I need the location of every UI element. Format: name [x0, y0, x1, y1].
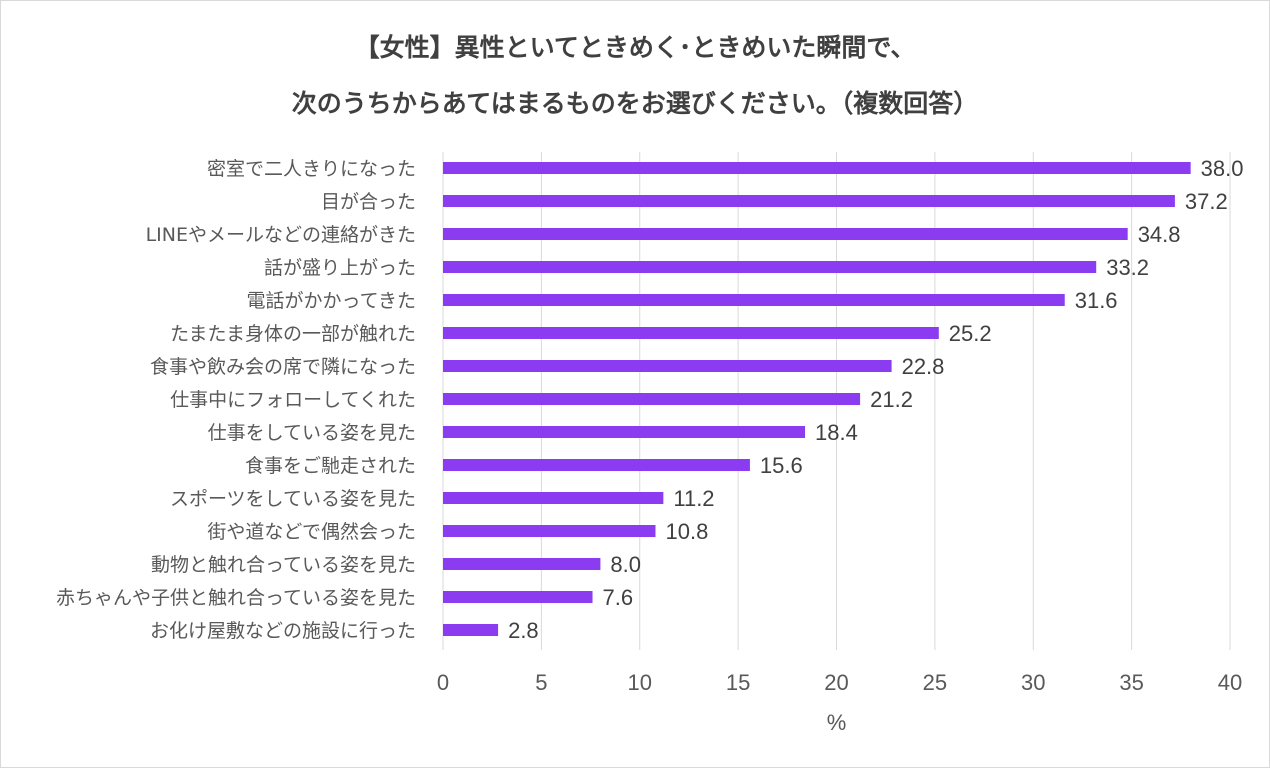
data-label: 8.0 [610, 552, 641, 577]
bar [443, 327, 939, 339]
data-label: 7.6 [603, 585, 634, 610]
category-label: お化け屋敷などの施設に行った [150, 620, 416, 642]
x-axis-title: % [827, 710, 847, 735]
category-label: 目が合った [321, 191, 416, 213]
bar [443, 459, 750, 471]
bar [443, 426, 806, 438]
data-label: 33.2 [1106, 255, 1149, 280]
data-label: 18.4 [815, 420, 858, 445]
x-tick-label: 15 [726, 670, 750, 695]
chart-title-line-2: 次のうちからあてはまるものをお選びください。（複数回答） [291, 89, 979, 118]
bar [443, 360, 892, 372]
x-tick-label: 25 [923, 670, 947, 695]
category-label: 話が盛り上がった [264, 257, 416, 279]
category-label: 食事や飲み会の席で隣になった [150, 356, 416, 378]
category-label: 動物と触れ合っている姿を見た [151, 554, 416, 576]
bar [443, 624, 499, 636]
x-tick-label: 20 [824, 670, 848, 695]
bar [443, 228, 1128, 240]
chart-title-line-1: 【女性】異性といてときめく･ときめいた瞬間で、 [354, 33, 916, 62]
category-label: 赤ちゃんや子供と触れ合っている姿を見た [56, 587, 416, 609]
x-axis-ticks: 0 5 10 15 20 25 30 35 40 [437, 670, 1242, 695]
category-label: 街や道などで偶然会った [207, 521, 416, 543]
category-label: スポーツをしている姿を見た [170, 488, 416, 510]
x-tick-label: 5 [535, 670, 547, 695]
category-label: 電話がかかってきた [247, 290, 416, 312]
value-labels: 38.0 37.234.8 33.2 31.6 25.222.8 21.2 18.4 15.6… [508, 156, 1243, 643]
x-tick-label: 40 [1218, 670, 1242, 695]
category-label: たまたま身体の一部が触れた [170, 323, 416, 345]
category-label: 仕事中にフォローしてくれた [170, 389, 416, 411]
category-label: 仕事をしている姿を見た [208, 422, 416, 444]
bar [443, 525, 656, 537]
x-tick-label: 0 [437, 670, 449, 695]
data-label: 34.8 [1138, 222, 1181, 247]
data-label: 21.2 [870, 387, 913, 412]
data-label: 25.2 [949, 321, 992, 346]
data-label: 38.0 [1201, 156, 1244, 181]
bar [443, 195, 1175, 207]
x-tick-label: 35 [1119, 670, 1143, 695]
bar [443, 492, 664, 504]
bar [443, 393, 861, 405]
bar [443, 591, 593, 603]
bar [443, 261, 1097, 273]
data-label: 11.2 [673, 486, 714, 511]
category-label: 食事をご馳走された [245, 455, 416, 477]
bar [443, 162, 1191, 174]
category-label: 密室で二人きりになった [207, 158, 416, 180]
data-label: 31.6 [1075, 288, 1118, 313]
bars [443, 162, 1191, 636]
data-label: 2.8 [508, 618, 539, 643]
data-label: 37.2 [1185, 189, 1228, 214]
category-label: LINEやメールなどの連絡がきた [146, 224, 416, 246]
x-tick-label: 30 [1021, 670, 1045, 695]
bar [443, 558, 601, 570]
data-label: 22.8 [902, 354, 945, 379]
data-label: 15.6 [760, 453, 803, 478]
bar [443, 294, 1065, 306]
data-label: 10.8 [665, 519, 708, 544]
x-tick-label: 10 [628, 670, 652, 695]
